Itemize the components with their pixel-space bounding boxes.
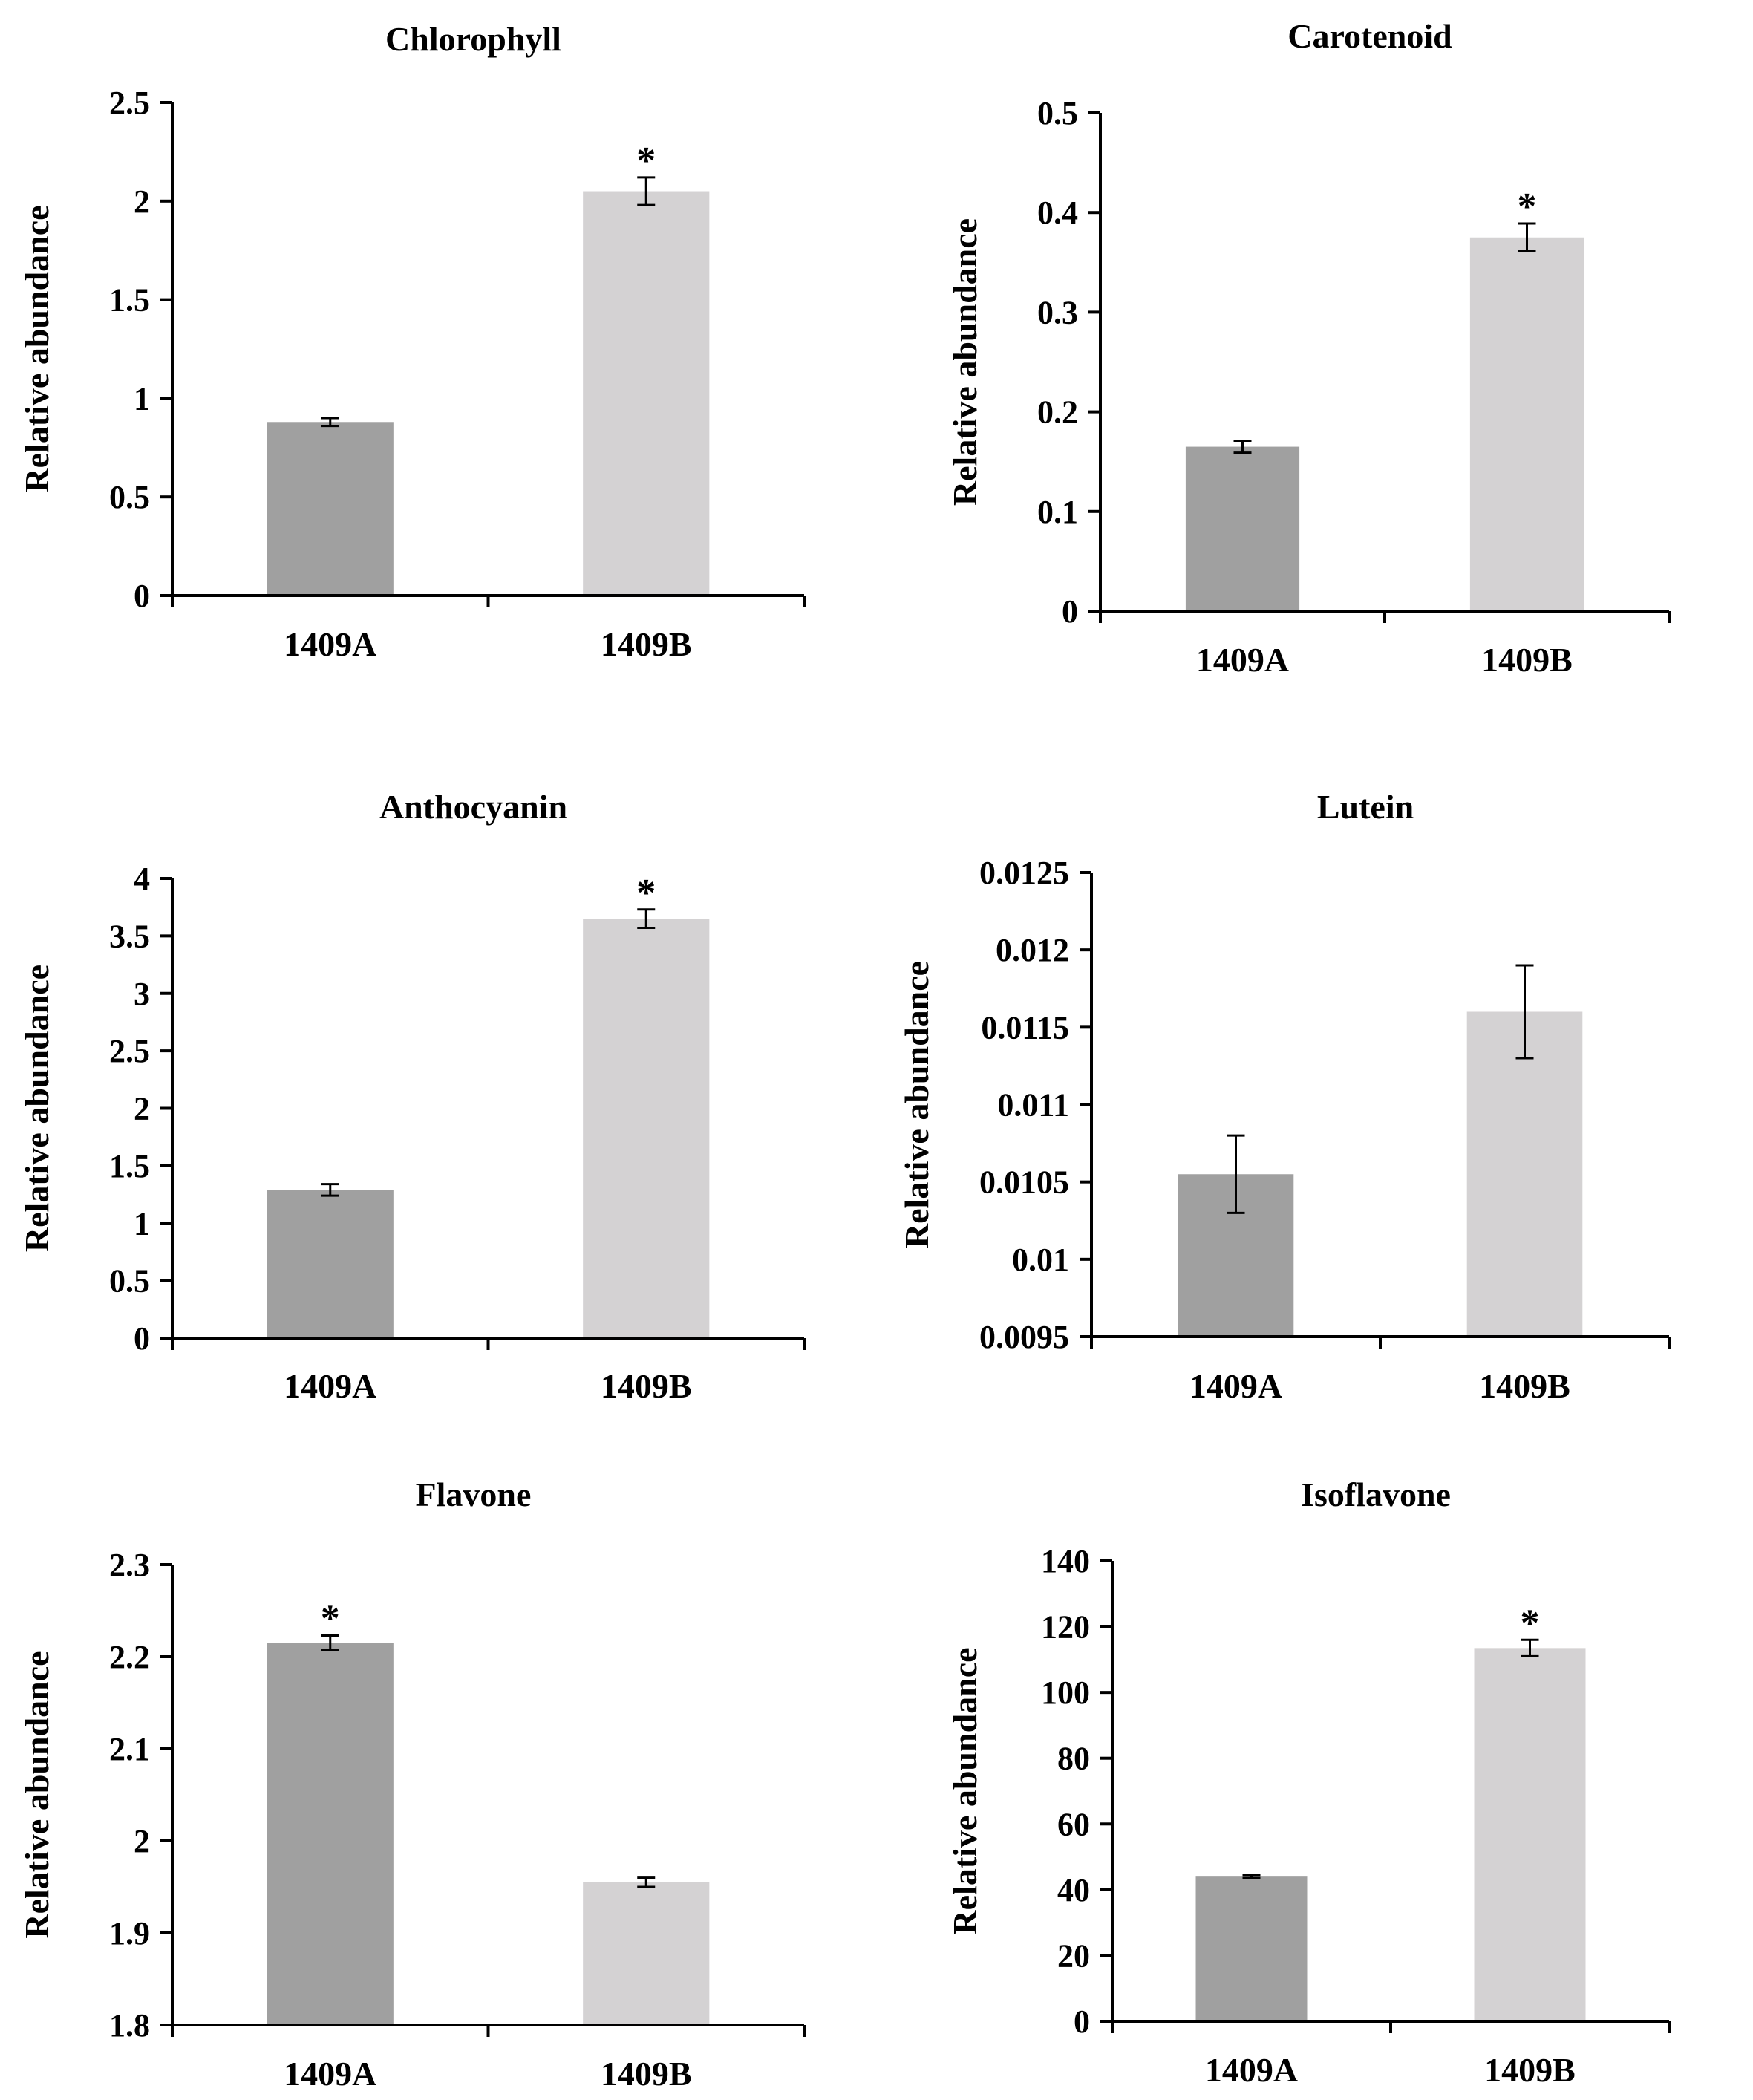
bar-1409A [267, 1190, 394, 1338]
y-tick-label: 0 [1074, 2003, 1090, 2040]
y-tick-label: 20 [1057, 1937, 1090, 1974]
chart-panel-1: Chlorophyll Relative abundance 0 0.5 1 1.5 2 2.… [18, 20, 806, 663]
x-tick-label: 1409A [1205, 2051, 1298, 2089]
significance-marker: * [321, 1597, 340, 1640]
y-axis-label: Relative abundance [18, 1651, 56, 1938]
bar-1409B [1469, 237, 1584, 611]
y-tick-label: 60 [1057, 1806, 1090, 1842]
x-tick-label: 1409A [284, 1367, 376, 1405]
y-tick-label: 80 [1057, 1741, 1090, 1777]
y-tick-label: 2 [134, 183, 150, 220]
chart-title: Flavone [416, 1475, 532, 1513]
bar-1409B [1474, 1648, 1586, 2021]
y-tick-label: 1.8 [109, 2007, 150, 2044]
y-tick-label: 120 [1041, 1609, 1090, 1646]
x-tick-label: 1409B [1479, 1367, 1570, 1405]
significance-marker: * [1518, 186, 1537, 228]
chart-panel-6: Isoflavone Relative abundance 0 20 40 60 80 100… [946, 1475, 1671, 2089]
significance-marker: * [1521, 1602, 1540, 1644]
chart-title: Lutein [1317, 788, 1414, 826]
y-tick-label: 1.5 [109, 282, 150, 319]
bar-1409A [1195, 1876, 1308, 2021]
y-axis-label: Relative abundance [946, 1647, 984, 1934]
y-tick-label: 1 [134, 380, 150, 417]
y-tick-label: 1.5 [109, 1148, 150, 1184]
y-tick-label: 0.012 [996, 932, 1069, 968]
y-tick-label: 0 [134, 1320, 150, 1357]
y-tick-label: 0.5 [109, 1263, 150, 1300]
y-tick-label: 2.1 [109, 1731, 150, 1767]
y-tick-label: 100 [1041, 1675, 1090, 1711]
y-tick-label: 1.9 [109, 1915, 150, 1951]
chart-title: Carotenoid [1287, 17, 1452, 55]
y-tick-label: 0.01 [1012, 1242, 1069, 1278]
y-tick-label: 0.011 [997, 1087, 1069, 1124]
y-tick-label: 0.1 [1037, 494, 1078, 530]
y-tick-label: 4 [134, 861, 150, 897]
y-axis-label: Relative abundance [18, 205, 56, 492]
y-tick-label: 2.3 [109, 1547, 150, 1583]
y-tick-label: 0 [134, 578, 150, 614]
chart-title: Chlorophyll [385, 20, 561, 58]
chart-panel-2: Carotenoid Relative abundance 0 0.1 0.2 0.3 0.… [946, 17, 1671, 679]
bar-1409A [1185, 446, 1300, 611]
y-tick-label: 0.0115 [981, 1009, 1069, 1046]
bar-1409A [267, 1643, 394, 2025]
y-tick-label: 3 [134, 976, 150, 1012]
y-tick-label: 0.0095 [979, 1319, 1069, 1355]
x-tick-label: 1409B [1484, 2051, 1576, 2089]
chart-title: Isoflavone [1301, 1475, 1451, 1513]
x-tick-label: 1409B [1481, 641, 1573, 679]
x-tick-label: 1409A [284, 625, 376, 663]
y-axis-label: Relative abundance [18, 965, 56, 1252]
x-tick-label: 1409A [1196, 641, 1289, 679]
bar-1409B [1466, 1011, 1583, 1337]
bar-1409B [583, 191, 710, 596]
y-tick-label: 2.5 [109, 85, 150, 121]
y-tick-label: 0.0105 [979, 1164, 1069, 1201]
y-tick-label: 140 [1041, 1543, 1090, 1579]
y-tick-label: 2.5 [109, 1033, 150, 1069]
y-tick-label: 2 [134, 1823, 150, 1859]
y-tick-label: 0.5 [109, 479, 150, 515]
y-tick-label: 0.0125 [979, 855, 1069, 891]
chart-title: Anthocyanin [379, 788, 567, 826]
bar-1409B [583, 919, 710, 1338]
x-tick-label: 1409B [601, 625, 692, 663]
y-tick-label: 2.2 [109, 1639, 150, 1675]
x-tick-label: 1409A [284, 2055, 376, 2093]
y-tick-label: 2 [134, 1091, 150, 1127]
chart-panel-3: Anthocyanin Relative abundance 0 0.5 1 1.5 2 2.… [18, 788, 806, 1405]
y-tick-label: 0.3 [1037, 294, 1078, 330]
x-tick-label: 1409B [601, 2055, 692, 2093]
y-axis-label: Relative abundance [946, 218, 984, 506]
chart-panel-5: Flavone Relative abundance 1.8 1.9 2 2.1 2.2 2.… [18, 1475, 806, 2093]
bar-1409B [583, 1882, 710, 2025]
y-tick-label: 1 [134, 1205, 150, 1242]
x-tick-label: 1409A [1189, 1367, 1282, 1405]
y-tick-label: 0 [1062, 593, 1078, 630]
y-tick-label: 40 [1057, 1872, 1090, 1908]
x-tick-label: 1409B [601, 1367, 692, 1405]
y-tick-label: 0.2 [1037, 394, 1078, 431]
bar-1409A [267, 422, 394, 596]
significance-marker: * [636, 872, 656, 914]
y-axis-label: Relative abundance [898, 961, 936, 1248]
y-tick-label: 3.5 [109, 918, 150, 954]
y-tick-label: 0.5 [1037, 95, 1078, 131]
significance-marker: * [636, 140, 656, 182]
chart-panel-4: Lutein Relative abundance 0.0095 0.01 0.0105… [898, 788, 1671, 1405]
y-tick-label: 0.4 [1037, 195, 1078, 231]
